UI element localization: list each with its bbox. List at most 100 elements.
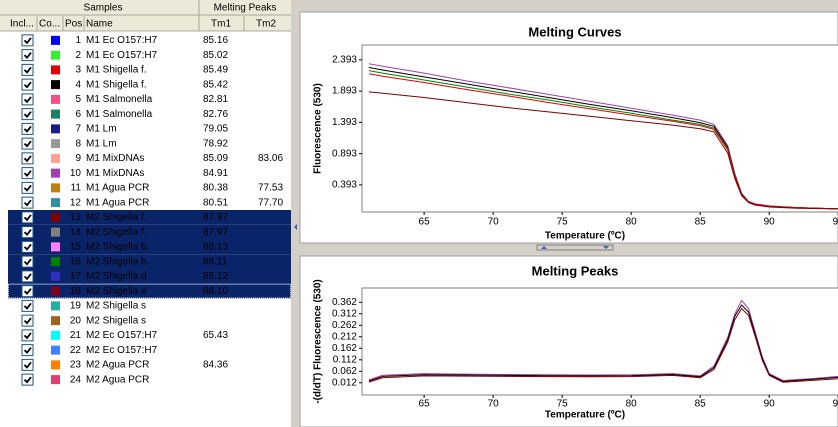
color-swatch [51, 227, 60, 237]
color-swatch [51, 330, 60, 340]
checkmark [23, 317, 32, 325]
tm1: 80.51 [203, 197, 228, 208]
checkmark [23, 170, 32, 177]
y-axis-label: -(d/dT) Fluorescence (530) [313, 279, 324, 403]
sample-name: M1 Salmonella [86, 94, 153, 105]
checkbox [21, 93, 34, 106]
color-swatch [51, 345, 60, 355]
tm1: 84.91 [203, 168, 228, 179]
plot-area [361, 44, 838, 213]
x-axis-label: Temperature (ºC) [545, 231, 625, 242]
x-tick-label: 90 [764, 399, 776, 410]
pos: 9 [75, 153, 81, 164]
sample-name: M1 Shigella f. [86, 65, 147, 76]
x-tick-label: 95 [833, 399, 838, 410]
x-tick-label: 85 [695, 217, 707, 228]
tm1: 88.10 [203, 286, 228, 297]
color-swatch [51, 183, 60, 193]
y-tick-label: 0.162 [332, 343, 357, 354]
curve [368, 307, 838, 383]
x-tick-label: 70 [488, 399, 500, 410]
pos: 1 [75, 35, 81, 46]
row-selected [8, 254, 291, 269]
tm1: 79.05 [203, 124, 228, 135]
x-tick-label: 85 [695, 399, 707, 410]
focus-rect [8, 283, 291, 299]
sample-name: M2 Ec O157:H7 [86, 345, 158, 356]
sample-name: M2 Shigella s [86, 315, 146, 326]
column-header: Co... [39, 19, 60, 30]
color-swatch [51, 94, 60, 104]
checkmark [23, 347, 32, 354]
sample-name: M2 Shigella d [86, 271, 147, 282]
color-swatch [51, 271, 60, 281]
checkbox [21, 299, 34, 312]
color-swatch [51, 375, 60, 385]
sample-name: M2 Shigella s [86, 301, 146, 312]
checkmark [23, 81, 32, 89]
pos: 7 [75, 124, 81, 135]
color-swatch [51, 139, 60, 149]
sample-name: M1 Lm [86, 138, 117, 149]
chart-title: Melting Curves [528, 24, 621, 39]
y-tick-label: 1.393 [332, 117, 357, 128]
checkbox [21, 196, 34, 209]
pos: 17 [70, 271, 82, 282]
checkmark [23, 125, 32, 133]
y-tick-label: 0.012 [332, 377, 357, 388]
plot-area [361, 287, 838, 396]
checkmark [23, 258, 32, 266]
checkbox [21, 181, 34, 194]
color-swatch [51, 50, 60, 60]
pos: 13 [70, 212, 82, 223]
pos: 22 [70, 345, 82, 356]
x-tick-label: 80 [626, 217, 638, 228]
sample-name: M1 MixDNAs [86, 153, 144, 164]
pos: 19 [70, 301, 82, 312]
checkbox [21, 137, 34, 150]
color-swatch [51, 301, 60, 311]
color-swatch [51, 35, 60, 45]
row-selected [8, 283, 291, 299]
sample-name: M1 Agua PCR [86, 197, 149, 208]
checkbox [21, 211, 34, 224]
tm1: 88.11 [203, 256, 228, 267]
sample-name: M2 Ec O157:H7 [86, 330, 158, 341]
sample-name: M1 Salmonella [86, 109, 153, 120]
pos: 14 [70, 227, 82, 238]
checkmark [23, 184, 32, 192]
sample-name: M2 Shigella b. [86, 256, 149, 267]
pos: 21 [70, 330, 82, 341]
checkbox [21, 108, 34, 121]
row-selected [8, 224, 291, 240]
column-header: Pos [65, 19, 82, 30]
checkmark [23, 214, 32, 222]
tm1: 84.36 [203, 360, 228, 371]
pos: 15 [70, 242, 82, 253]
color-swatch [51, 168, 60, 178]
sample-name: M2 Shigella b. [86, 242, 149, 253]
tm1: 85.49 [203, 65, 228, 76]
checkmark [23, 96, 32, 104]
tm1: 78.92 [203, 138, 228, 149]
pos: 12 [70, 197, 82, 208]
checkbox [21, 344, 34, 357]
y-tick-label: 0.262 [332, 320, 357, 331]
sample-name: M1 Lm [86, 124, 117, 135]
checkbox [21, 167, 34, 180]
pos: 23 [70, 360, 82, 371]
color-swatch [51, 109, 60, 119]
checkbox [21, 329, 34, 342]
curve [368, 304, 838, 382]
tm1: 88.12 [203, 271, 228, 282]
tm1: 85.42 [203, 79, 228, 90]
y-tick-label: 0.112 [333, 354, 358, 365]
pos: 3 [75, 65, 81, 76]
checkbox [21, 226, 34, 239]
sample-name: M2 Agua PCR [86, 360, 149, 371]
checkmark [23, 37, 32, 45]
h-splitter-handle [536, 244, 614, 251]
sample-name: M1 Agua PCR [86, 183, 149, 194]
checkmark [23, 111, 32, 118]
